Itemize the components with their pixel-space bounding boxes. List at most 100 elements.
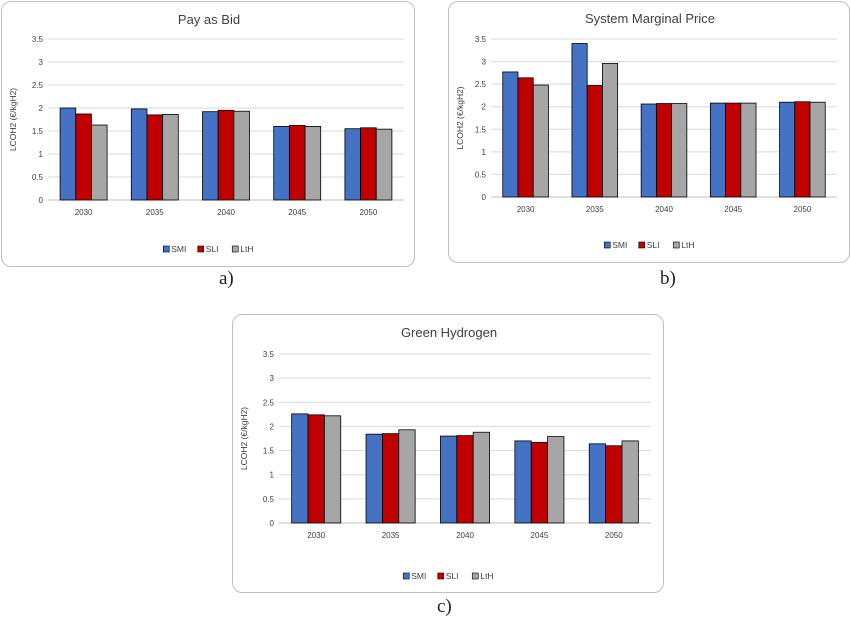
- bar-smi-2030: [291, 413, 309, 524]
- caption-c: c): [437, 596, 452, 617]
- x-tick-label: 2030: [517, 205, 535, 214]
- x-tick-label: 2040: [655, 205, 673, 214]
- bar-sli-2035: [586, 85, 603, 198]
- y-tick-label: 2: [39, 104, 44, 113]
- bar-sli-2030: [517, 77, 534, 198]
- y-tick-label: 2.5: [32, 81, 44, 90]
- bar-lth-2030: [323, 415, 342, 524]
- y-tick-label: 3: [270, 374, 275, 383]
- bar-chart-green-hydrogen: Green Hydrogen 0 0.5 1 1.5 2 2.5 3 3.5 LCOH2 (€/k…: [239, 325, 651, 581]
- bar-lth-2030: [532, 84, 549, 198]
- y-axis-label: LCOH2 (€/kgH2): [8, 88, 18, 151]
- legend-swatch-lth: [471, 572, 479, 580]
- chart-panel-system-marginal-price: System Marginal Price 0 0.5 1 1.5 2 2.5 3 3.5 LCO…: [448, 1, 850, 263]
- legend-label-lth: LtH: [240, 244, 253, 254]
- y-tick-label: 3: [39, 58, 44, 67]
- legend-label-sli: SLI: [446, 571, 459, 581]
- caption-b: b): [660, 268, 676, 289]
- bar-sli-2050: [360, 127, 377, 201]
- bar-lth-2040: [472, 431, 490, 524]
- bar-lth-2050: [621, 440, 639, 524]
- bar-sli-2045: [725, 102, 742, 198]
- bar-sli-2040: [655, 103, 673, 198]
- legend-swatch-smi: [402, 572, 410, 580]
- x-tick-label: 2045: [288, 208, 306, 217]
- y-tick-label: 1.5: [32, 127, 44, 136]
- chart-title: Pay as Bid: [178, 12, 240, 27]
- bar-smi-2050: [588, 443, 607, 524]
- y-tick-label: 3.5: [475, 35, 487, 44]
- y-axis-label: LCOH2 (€/kgH2): [455, 86, 465, 149]
- x-tick-label: 2050: [360, 208, 378, 217]
- y-tick-label: 2.5: [475, 80, 487, 89]
- y-tick-label: 0: [482, 193, 487, 202]
- bar-lth-2045: [304, 126, 322, 201]
- bar-smi-2030: [59, 107, 77, 201]
- legend-swatch-lth: [672, 241, 680, 249]
- bar-smi-2040: [640, 103, 657, 198]
- bar-chart-pay-as-bid: Pay as Bid 0 0.5 1 1.5 2 2.5 3 3.5 LCOH2 (€/kgH2)…: [8, 12, 404, 254]
- legend-label-sli: SLI: [206, 244, 219, 254]
- x-tick-label: 2040: [217, 208, 235, 217]
- bar-lth-2050: [375, 128, 393, 201]
- y-tick-label: 1.5: [263, 447, 275, 456]
- bar-sli-2030: [307, 414, 325, 524]
- bar-smi-2045: [709, 102, 726, 198]
- bar-sli-2050: [794, 101, 811, 198]
- bar-smi-2045: [514, 440, 532, 524]
- x-tick-label: 2050: [794, 205, 812, 214]
- bar-lth-2045: [740, 102, 757, 198]
- legend-swatch-lth: [231, 245, 239, 253]
- x-tick-label: 2035: [586, 205, 604, 214]
- chart-panel-pay-as-bid: Pay as Bid 0 0.5 1 1.5 2 2.5 3 3.5 LCOH2 (€/kgH2)…: [1, 1, 415, 267]
- bar-sli-2050: [605, 445, 623, 524]
- bar-lth-2035: [162, 114, 179, 201]
- chart-title: System Marginal Price: [585, 11, 715, 26]
- legend-swatch-sli: [638, 241, 646, 249]
- bar-lth-2045: [547, 436, 565, 524]
- y-tick-label: 2: [270, 422, 275, 431]
- legend-swatch-sli: [437, 572, 445, 580]
- bar-sli-2035: [382, 433, 400, 524]
- legend-swatch-smi: [162, 245, 170, 253]
- legend-label-lth: LtH: [681, 240, 694, 250]
- bar-lth-2040: [233, 110, 250, 201]
- y-tick-label: 3: [482, 58, 487, 67]
- y-tick-label: 0.5: [475, 170, 487, 179]
- bar-lth-2035: [602, 62, 619, 198]
- bar-smi-2050: [779, 101, 796, 198]
- bar-smi-2050: [344, 128, 361, 201]
- y-tick-label: 3.5: [263, 350, 275, 359]
- x-tick-label: 2035: [382, 531, 400, 540]
- bar-sli-2045: [530, 441, 548, 524]
- x-tick-label: 2030: [75, 208, 93, 217]
- x-tick-label: 2040: [456, 531, 474, 540]
- bar-smi-2035: [571, 43, 588, 198]
- legend-label-smi: SMI: [171, 244, 186, 254]
- y-tick-label: 1: [482, 148, 487, 157]
- bar-smi-2040: [440, 435, 458, 524]
- legend-label-sli: SLI: [647, 240, 660, 250]
- bar-lth-2050: [809, 101, 826, 198]
- bar-chart-system-marginal-price: System Marginal Price 0 0.5 1 1.5 2 2.5 3 3.5 LCO…: [455, 11, 837, 250]
- legend-swatch-sli: [197, 245, 205, 253]
- y-tick-label: 1: [39, 150, 44, 159]
- bar-sli-2030: [75, 113, 92, 201]
- y-tick-label: 0.5: [32, 173, 44, 182]
- y-tick-label: 0: [270, 519, 275, 528]
- x-tick-label: 2035: [146, 208, 164, 217]
- legend-label-smi: SMI: [612, 240, 627, 250]
- bar-smi-2030: [502, 71, 519, 198]
- y-tick-label: 0: [39, 196, 44, 205]
- bar-lth-2040: [671, 103, 688, 198]
- bar-lth-2035: [398, 429, 416, 524]
- bar-sli-2035: [146, 114, 164, 201]
- caption-a: a): [219, 268, 234, 289]
- x-tick-label: 2045: [531, 531, 549, 540]
- x-tick-label: 2030: [307, 531, 325, 540]
- legend-label-smi: SMI: [411, 571, 426, 581]
- y-axis-label: LCOH2 (€/kgH2): [239, 407, 249, 470]
- y-tick-label: 0.5: [263, 495, 275, 504]
- chart-panel-green-hydrogen: Green Hydrogen 0 0.5 1 1.5 2 2.5 3 3.5 LCOH2 (€/k…: [232, 314, 664, 593]
- x-tick-label: 2050: [605, 531, 623, 540]
